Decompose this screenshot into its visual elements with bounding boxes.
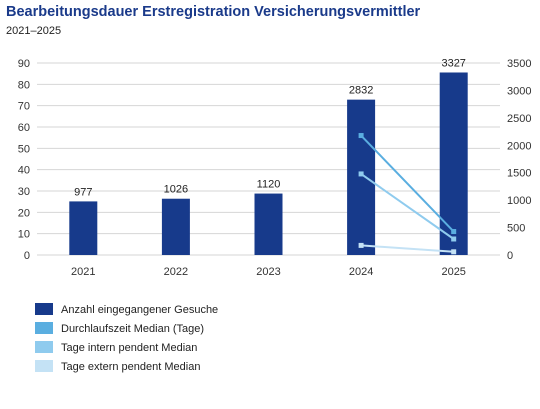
- chart-subtitle: 2021–2025: [6, 25, 61, 37]
- legend-swatch: [35, 322, 53, 334]
- series-line: [360, 134, 455, 233]
- x-tick-label: 2021: [71, 266, 95, 278]
- bar: [161, 198, 190, 255]
- legend-label: Tage intern pendent Median: [61, 342, 197, 354]
- series-line: [361, 244, 454, 253]
- right-tick-label: 2500: [507, 113, 531, 125]
- legend-label: Tage extern pendent Median: [61, 361, 200, 373]
- legend-item: Anzahl eingegangener Gesuche: [35, 303, 218, 316]
- bar-value-label: 2832: [349, 85, 373, 97]
- right-tick-label: 500: [507, 223, 525, 235]
- series-line: [360, 173, 455, 240]
- left-tick-label: 70: [18, 101, 30, 113]
- left-tick-label: 30: [18, 186, 30, 198]
- x-tick-label: 2025: [441, 266, 465, 278]
- left-axis: 0 10 20 30 40 50 60 70 80 90: [18, 58, 30, 262]
- left-tick-label: 10: [18, 229, 30, 241]
- bar: [347, 99, 376, 256]
- bar: [254, 193, 283, 255]
- bar-series: 977 1026 1120 2832 3327: [69, 57, 468, 256]
- bar-value-label: 977: [74, 186, 92, 198]
- series-point: [358, 171, 364, 177]
- legend-swatch: [35, 360, 53, 372]
- x-tick-label: 2024: [349, 266, 373, 278]
- series-point: [451, 249, 457, 255]
- left-tick-label: 40: [18, 165, 30, 177]
- legend-label: Anzahl eingegangener Gesuche: [61, 304, 218, 316]
- right-tick-label: 1000: [507, 195, 531, 207]
- line-series: [358, 133, 457, 255]
- legend-item: Tage extern pendent Median: [35, 360, 200, 373]
- right-tick-label: 3500: [507, 58, 531, 70]
- series-point: [358, 133, 364, 139]
- left-tick-label: 90: [18, 58, 30, 70]
- bar: [439, 72, 468, 255]
- bar-value-label: 1120: [257, 179, 281, 191]
- right-axis: 0 500 1000 1500 2000 2500 3000 3500: [507, 58, 531, 262]
- left-tick-label: 60: [18, 122, 30, 134]
- left-tick-label: 50: [18, 143, 30, 155]
- legend-swatch: [35, 341, 53, 353]
- grid: [37, 62, 500, 256]
- right-tick-label: 1500: [507, 168, 531, 180]
- bar: [69, 201, 98, 255]
- series-point: [451, 236, 457, 242]
- legend: Anzahl eingegangener Gesuche Durchlaufsze…: [35, 303, 218, 373]
- right-tick-label: 2000: [507, 140, 531, 152]
- bar-value-label: 1026: [164, 184, 188, 196]
- right-tick-label: 3000: [507, 85, 531, 97]
- legend-item: Tage intern pendent Median: [35, 341, 197, 354]
- left-tick-label: 20: [18, 207, 30, 219]
- series-point: [358, 242, 364, 248]
- left-tick-label: 0: [24, 250, 30, 262]
- right-tick-label: 0: [507, 250, 513, 262]
- series-point: [451, 229, 457, 235]
- bar-value-label: 3327: [441, 57, 465, 69]
- x-tick-label: 2022: [164, 266, 188, 278]
- chart-title: Bearbeitungsdauer Erstregistration Versi…: [6, 4, 421, 20]
- legend-label: Durchlaufszeit Median (Tage): [61, 323, 204, 335]
- x-tick-label: 2023: [256, 266, 280, 278]
- x-axis: 2021 2022 2023 2024 2025: [71, 266, 466, 278]
- legend-item: Durchlaufszeit Median (Tage): [35, 322, 204, 335]
- legend-swatch: [35, 303, 53, 315]
- left-tick-label: 80: [18, 79, 30, 91]
